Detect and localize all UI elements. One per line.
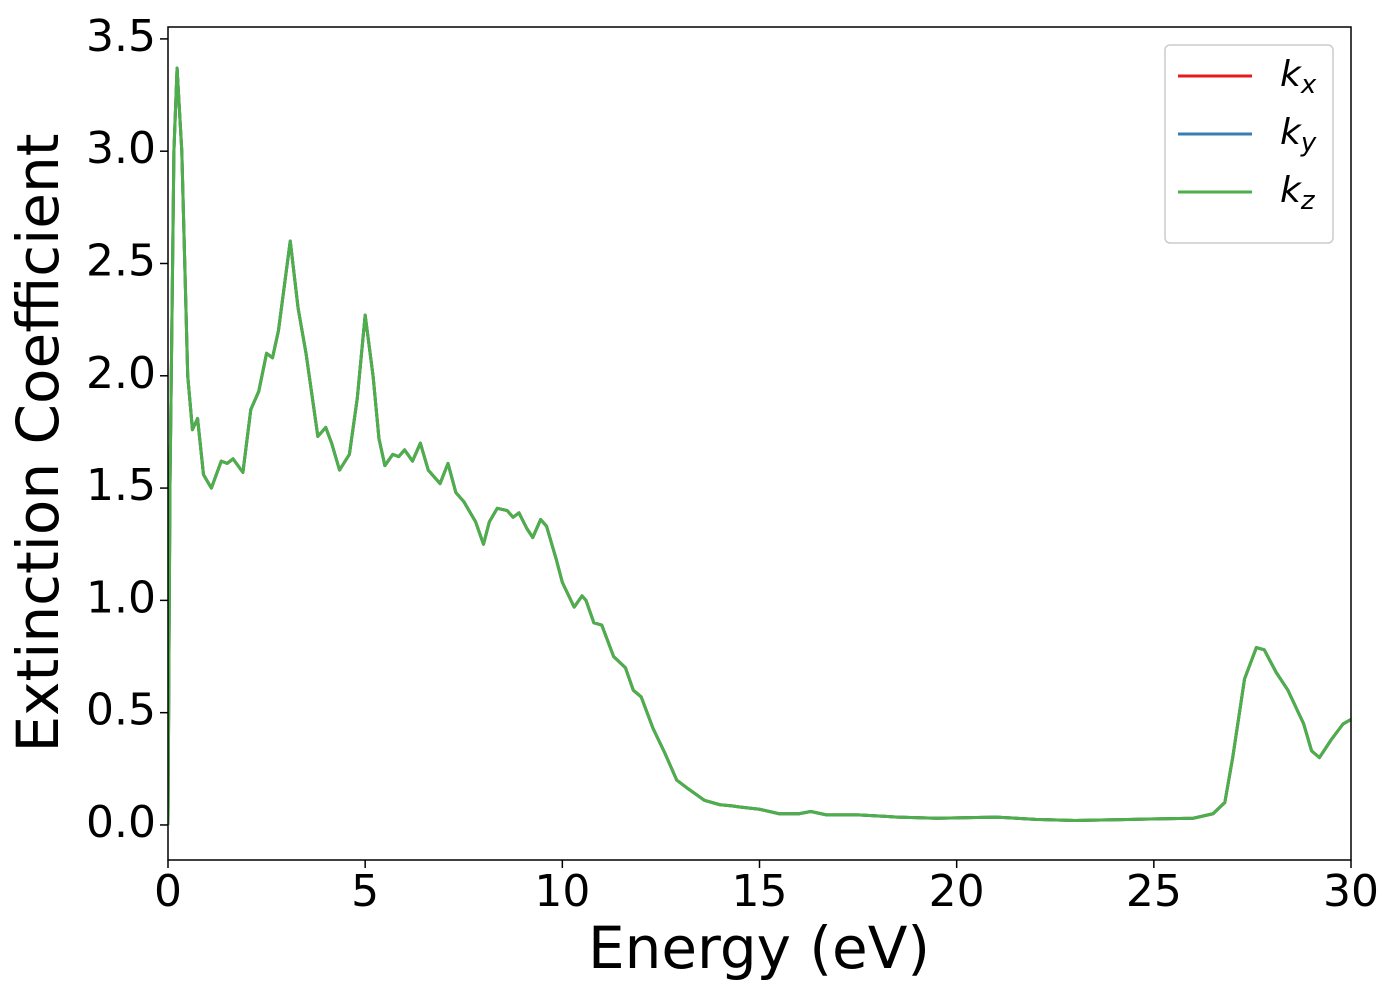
series-line [168,66,1351,825]
x-tick-label: 25 [1126,866,1182,917]
y-tick-label: 1.5 [86,460,156,511]
y-axis-label: Extinction Coefficient [4,134,72,753]
y-tick-label: 2.5 [86,235,156,286]
y-tick-label: 3.0 [86,123,156,174]
legend-label: kx [1280,54,1317,100]
x-tick-label: 15 [732,866,788,917]
plot-frame [167,26,1352,861]
y-tick-label: 0.0 [86,797,156,848]
x-tick-label: 20 [929,866,985,917]
y-tick-label: 0.5 [86,685,156,736]
y-tick-label: 3.5 [86,11,156,62]
x-tick-label: 5 [351,866,379,917]
y-tick-label: 1.0 [86,572,156,623]
x-tick-label: 10 [534,866,590,917]
x-tick-label: 30 [1323,866,1379,917]
legend-label: kz [1280,170,1316,216]
y-tick-label: 2.0 [86,348,156,399]
x-tick-label: 0 [154,866,182,917]
legend-label: ky [1280,112,1317,158]
x-axis-label: Energy (eV) [588,914,930,982]
